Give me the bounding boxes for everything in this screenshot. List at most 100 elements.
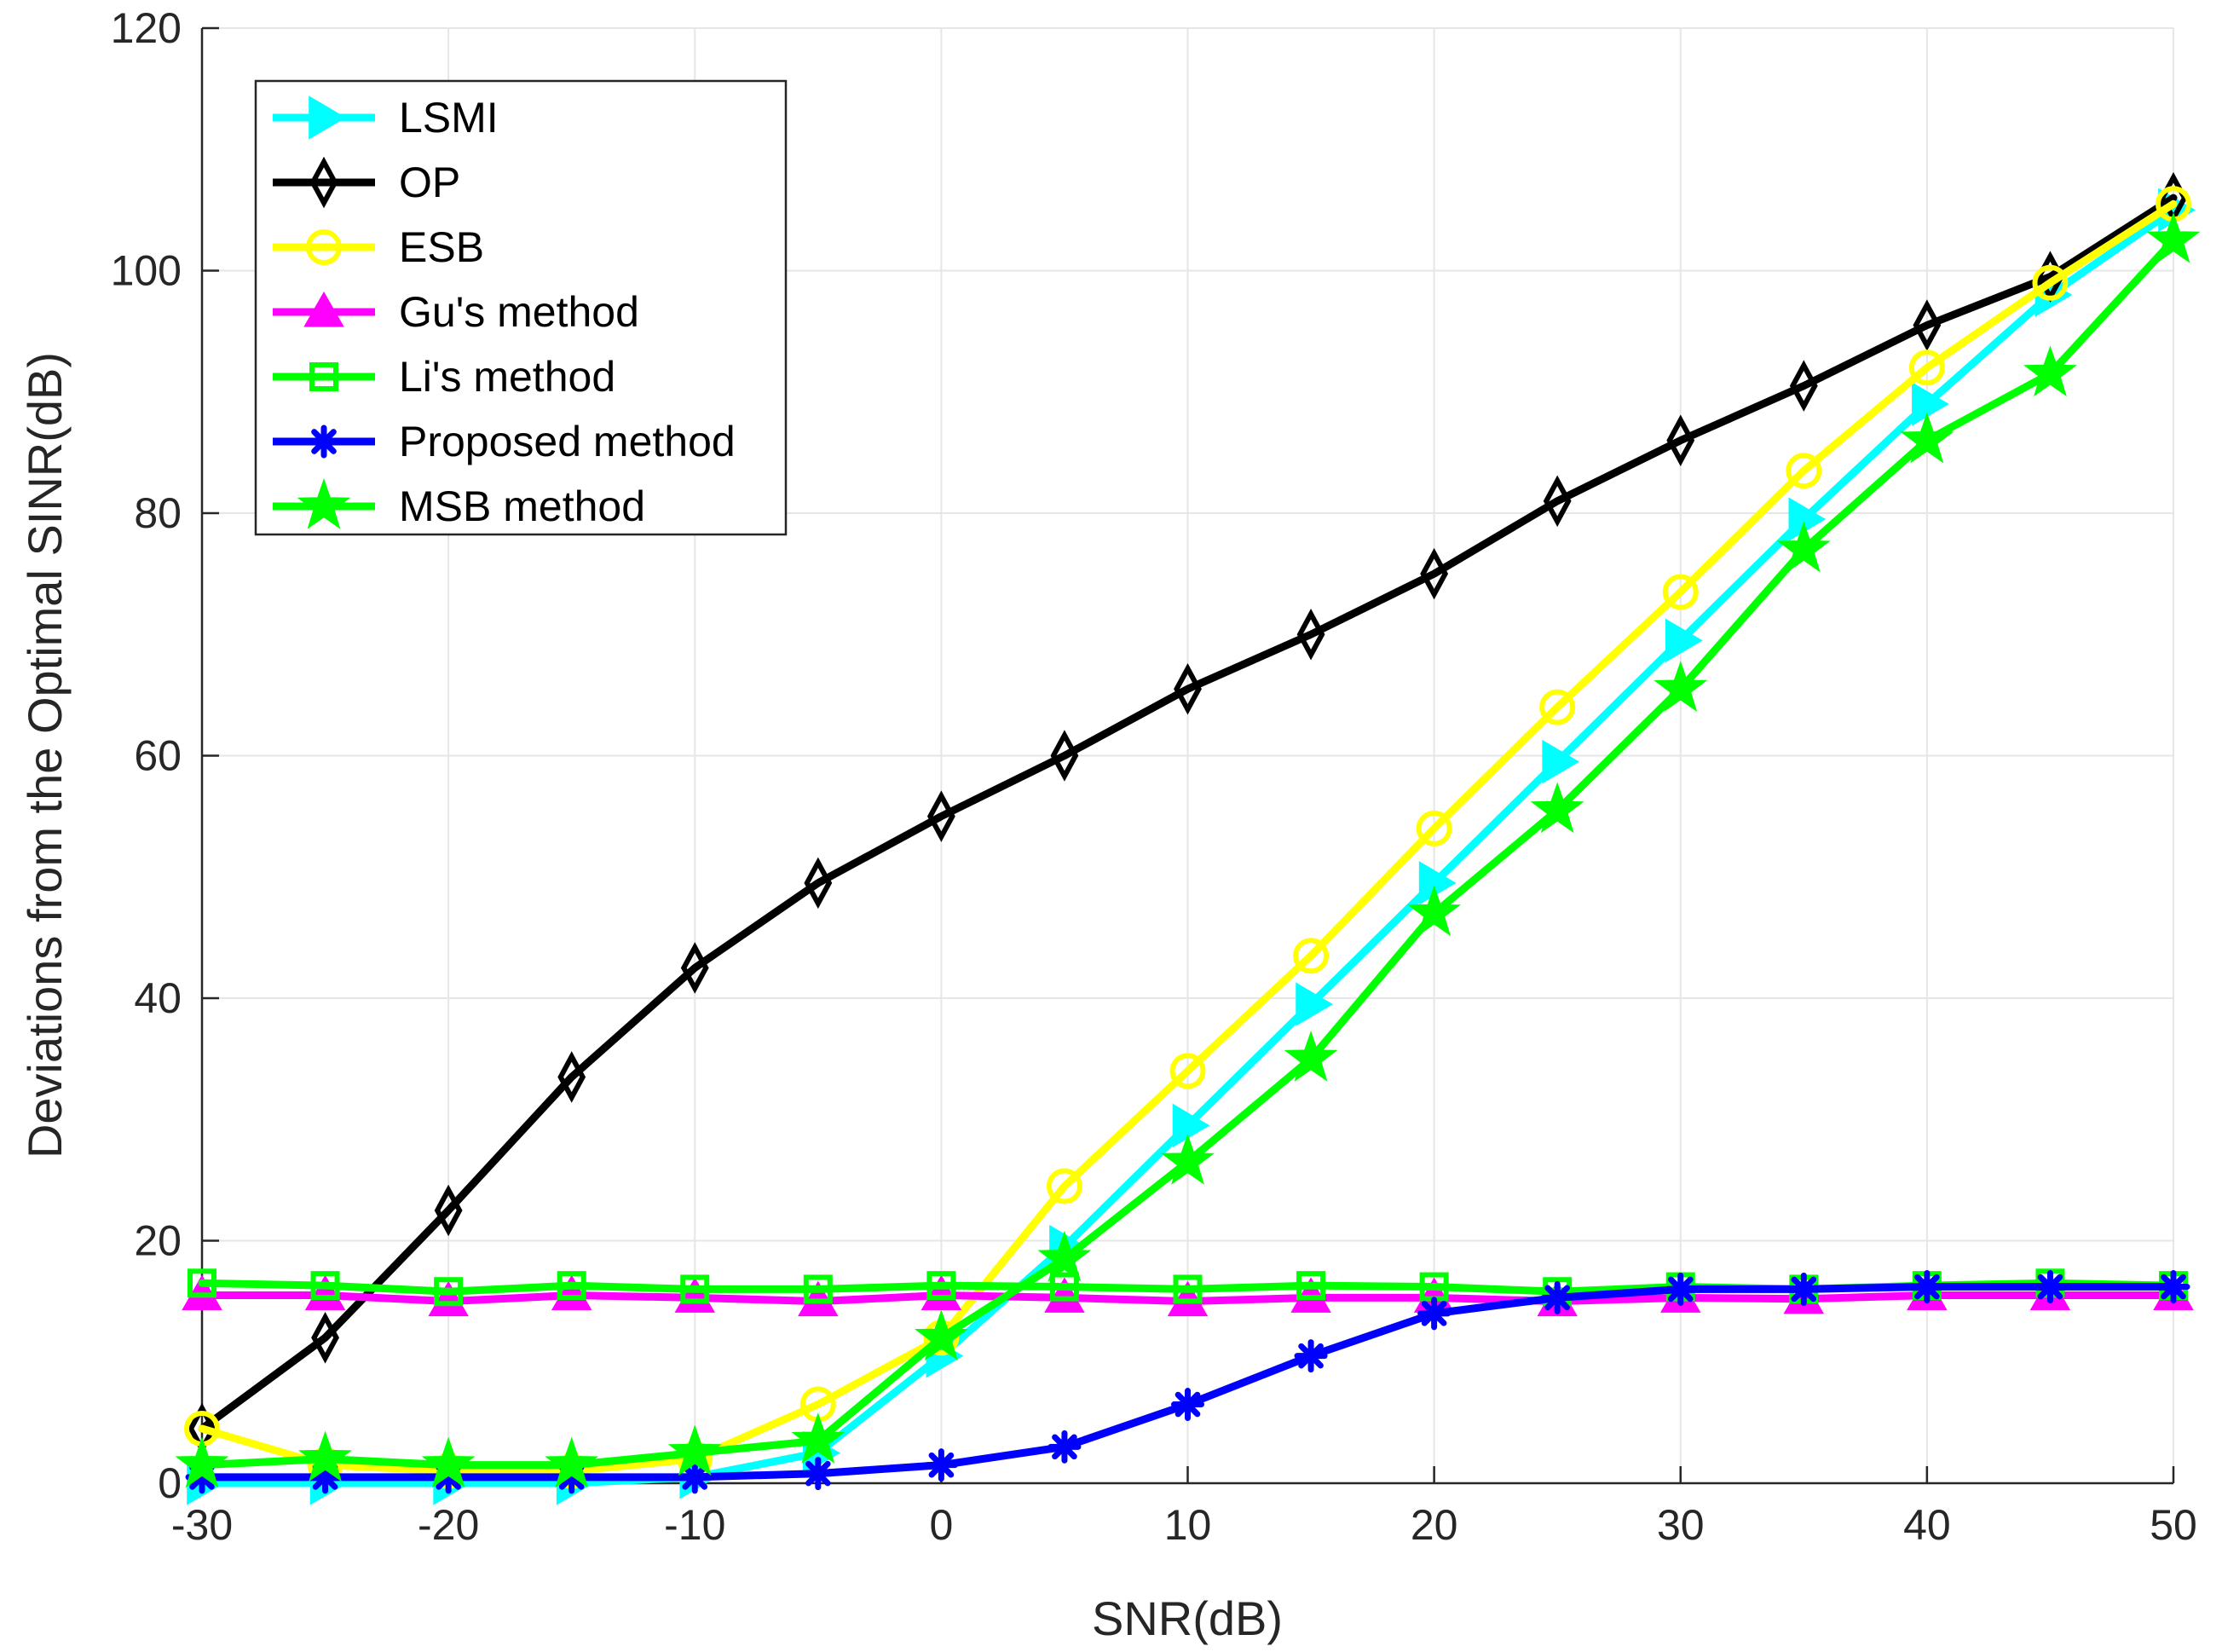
data-point-op (804, 857, 833, 910)
data-point-esb (1786, 453, 1822, 489)
data-point-op (680, 942, 709, 994)
legend-marker-msb-method (297, 477, 351, 529)
x-tick-label: 50 (2150, 1501, 2197, 1549)
y-tick-label: 0 (158, 1459, 182, 1507)
data-point-li-s-method (1173, 1274, 1203, 1304)
data-point-op (1050, 730, 1079, 782)
y-tick-label: 120 (111, 4, 182, 52)
data-point-proposed-method (1664, 1272, 1698, 1306)
series-msb-method (175, 211, 2201, 1488)
data-point-esb (1046, 1168, 1082, 1204)
legend-marker-gu-s-method (303, 291, 344, 327)
data-point-proposed-method (1540, 1280, 1574, 1314)
data-point-op (1174, 662, 1202, 715)
legend-entry-lsmi: LSMI (273, 94, 499, 142)
series-proposed-method (185, 1270, 2190, 1494)
legend: LSMI OP ESB Gu's method Li's method Proposed … (254, 79, 788, 536)
data-point-esb (1416, 810, 1452, 846)
legend-label-lsmi: LSMI (399, 94, 499, 142)
series-line-esb (198, 199, 2178, 1476)
data-point-msb-method (545, 1436, 599, 1488)
data-point-op (1666, 414, 1695, 466)
data-point-proposed-method (431, 1460, 465, 1494)
data-point-li-s-method (680, 1274, 710, 1304)
data-point-lsmi (1665, 618, 1703, 663)
data-point-proposed-method (2033, 1270, 2067, 1304)
data-point-msb-method (1776, 521, 1831, 573)
legend-label-esb: ESB (399, 223, 484, 271)
data-point-proposed-method (185, 1460, 219, 1494)
y-axis-title: Deviations from the Optimal SINR(dB) (18, 352, 72, 1158)
legend-entry-proposed-method: Proposed method (273, 418, 736, 465)
data-point-proposed-method (1294, 1339, 1328, 1373)
data-point-msb-method (1530, 782, 1584, 834)
legend-label-gu-s-method: Gu's method (399, 288, 639, 336)
data-point-msb-method (667, 1424, 722, 1476)
data-point-msb-method (298, 1430, 352, 1482)
data-point-esb (1169, 1053, 1206, 1089)
x-tick-label: 20 (1411, 1501, 1458, 1549)
data-point-proposed-method (801, 1457, 835, 1491)
data-point-lsmi (1912, 382, 1949, 426)
data-point-msb-method (175, 1436, 229, 1488)
legend-entry-esb: ESB (273, 223, 484, 271)
data-point-msb-method (1900, 412, 1954, 464)
x-tick-label: -20 (418, 1501, 479, 1549)
data-point-msb-method (791, 1412, 846, 1464)
data-point-op (1296, 608, 1325, 661)
data-point-proposed-method (1786, 1272, 1821, 1306)
y-tick-label: 40 (134, 974, 182, 1022)
x-tick-label: -30 (171, 1501, 233, 1549)
data-point-esb (1908, 349, 1945, 386)
data-point-proposed-method (1171, 1388, 1204, 1422)
data-point-proposed-method (2156, 1270, 2190, 1304)
data-point-lsmi (1418, 861, 1457, 905)
data-point-msb-method (2023, 345, 2077, 397)
legend-marker-li-s-method (309, 362, 338, 391)
data-point-op (557, 1051, 586, 1103)
legend-marker-op (309, 156, 338, 209)
legend-entry-msb-method: MSB method (273, 477, 645, 530)
data-point-msb-method (2146, 211, 2201, 263)
legend-marker-proposed-method (307, 425, 341, 459)
data-point-proposed-method (924, 1448, 958, 1482)
data-point-op (1913, 299, 1942, 351)
legend-entry-gu-s-method: Gu's method (273, 288, 639, 336)
data-point-lsmi (1296, 982, 1334, 1026)
axes: -30 -20 -10 0 10 20 30 40 50 0 20 40 60 80 100 120 (111, 4, 2197, 1549)
data-point-proposed-method (1048, 1430, 1082, 1464)
series-line-op (198, 194, 2178, 1433)
legend-marker-esb (306, 229, 342, 265)
data-point-op (1420, 547, 1449, 600)
data-point-li-s-method (557, 1271, 586, 1301)
data-point-proposed-method (1417, 1297, 1452, 1331)
data-point-op (311, 1312, 339, 1364)
data-point-proposed-method (309, 1460, 343, 1494)
data-point-li-s-method (1049, 1272, 1079, 1302)
legend-label-msb-method: MSB method (399, 482, 645, 530)
data-point-msb-method (1284, 1031, 1338, 1082)
legend-marker-lsmi (309, 95, 346, 140)
legend-entry-li-s-method: Li's method (273, 353, 615, 401)
data-point-esb (1662, 574, 1699, 610)
data-point-li-s-method (1296, 1271, 1326, 1301)
x-tick-label: 10 (1164, 1501, 1212, 1549)
y-tick-label: 20 (134, 1217, 182, 1265)
data-point-proposed-method (1910, 1270, 1944, 1304)
x-tick-label: 40 (1903, 1501, 1951, 1549)
legend-entry-op: OP (273, 156, 460, 209)
series-layer (175, 171, 2201, 1505)
legend-box (254, 79, 788, 536)
data-point-lsmi (1172, 1103, 1210, 1148)
y-tick-label: 80 (134, 489, 182, 537)
data-point-proposed-method (678, 1460, 712, 1494)
data-point-esb (1293, 938, 1330, 974)
data-point-op (1543, 475, 1572, 528)
data-point-op (434, 1184, 463, 1237)
data-point-proposed-method (555, 1460, 589, 1494)
data-point-li-s-method (188, 1268, 216, 1298)
data-point-esb (1539, 689, 1576, 725)
legend-label-proposed-method: Proposed method (399, 418, 736, 465)
data-point-li-s-method (434, 1277, 464, 1307)
